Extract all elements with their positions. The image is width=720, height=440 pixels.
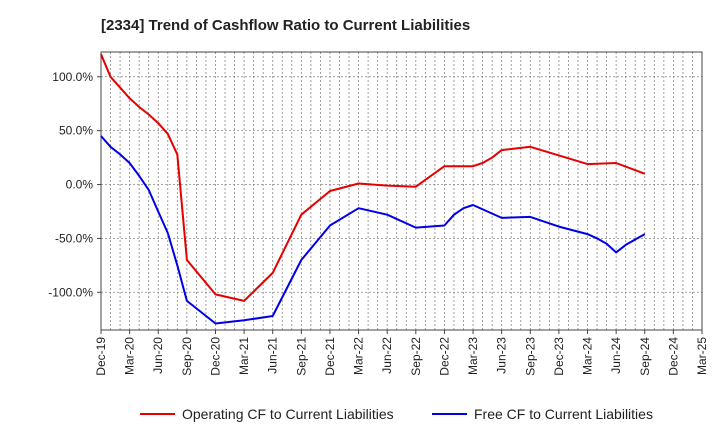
y-tick-label: 0.0%: [66, 178, 94, 192]
legend-label-free-cf: Free CF to Current Liabilities: [474, 406, 653, 422]
x-tick-label: Dec-23: [552, 337, 566, 376]
x-tick-label: Mar-22: [352, 337, 366, 375]
x-tick-label: Sep-22: [409, 337, 423, 376]
x-tick-label: Sep-23: [523, 337, 537, 376]
x-tick-label: Jun-24: [609, 337, 623, 374]
x-tick-label: Dec-21: [323, 337, 337, 376]
x-tick-label: Dec-22: [437, 337, 451, 376]
legend-label-operating-cf: Operating CF to Current Liabilities: [182, 406, 394, 422]
x-tick-label: Mar-21: [237, 337, 251, 375]
y-tick-label: 100.0%: [52, 70, 93, 84]
x-tick-label: Dec-24: [666, 337, 680, 376]
x-axis: Dec-19 Mar-20 Jun-20 Sep-20 Dec-20 Mar-21 Jun-…: [94, 330, 709, 376]
x-tick-label: Sep-20: [180, 337, 194, 376]
x-tick-label: Mar-23: [466, 337, 480, 375]
series-line-free-cf: [100, 135, 646, 325]
x-tick-label: Jun-23: [495, 337, 509, 374]
y-tick-label: -100.0%: [48, 285, 93, 299]
grid: [100, 52, 703, 330]
x-tick-label: Mar-20: [123, 337, 137, 375]
x-tick-label: Mar-24: [581, 337, 595, 375]
plot-area: [100, 51, 703, 331]
x-tick-label: Jun-22: [380, 337, 394, 374]
series-group: [100, 53, 646, 325]
y-tick-label: 50.0%: [59, 124, 93, 138]
x-tick-label: Sep-21: [294, 337, 308, 376]
chart-title: [2334] Trend of Cashflow Ratio to Curren…: [101, 17, 470, 34]
x-tick-label: Jun-20: [151, 337, 165, 374]
x-tick-label: Dec-19: [94, 337, 108, 376]
y-axis: 100.0% 50.0% 0.0% -50.0% -100.0%: [48, 70, 101, 299]
x-tick-label: Dec-20: [208, 337, 222, 376]
legend: Operating CF to Current Liabilities Free…: [140, 406, 653, 422]
x-tick-label: Mar-25: [695, 337, 709, 375]
y-tick-label: -50.0%: [55, 231, 93, 245]
series-line-operating-cf: [100, 53, 646, 302]
x-tick-label: Sep-24: [638, 337, 652, 376]
x-tick-label: Jun-21: [266, 337, 280, 374]
